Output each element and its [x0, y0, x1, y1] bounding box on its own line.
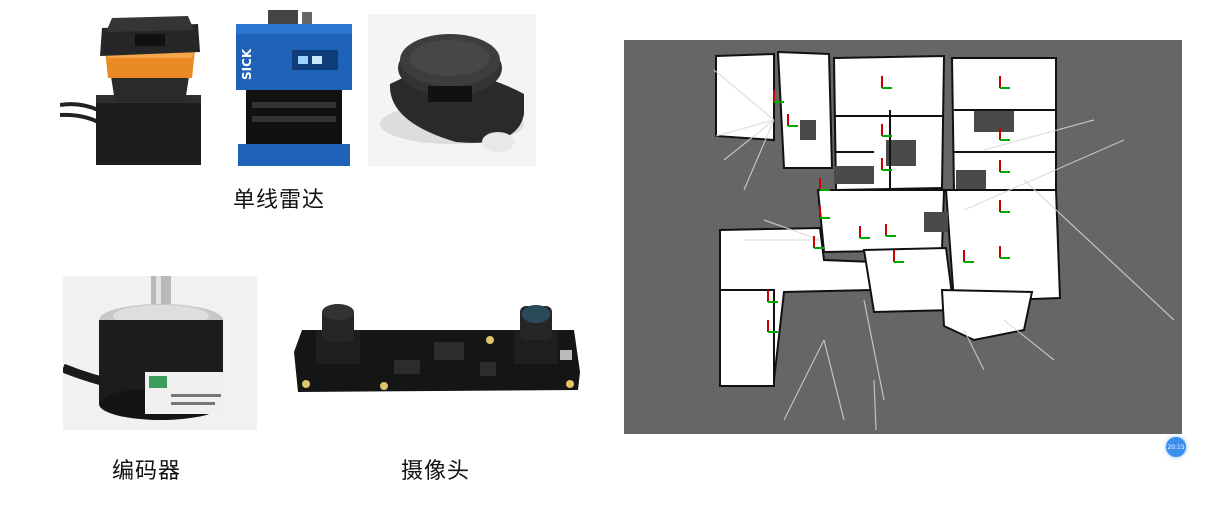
time-badge-text: 20:15 — [1167, 443, 1185, 451]
lidar-brand-label: SICK — [240, 48, 254, 80]
camera-image — [294, 300, 580, 408]
lidar-image-blue: SICK — [232, 10, 357, 170]
encoder-image — [63, 276, 257, 430]
time-badge[interactable]: 20:15 — [1166, 437, 1186, 457]
caption-lidar: 单线雷达 — [233, 188, 326, 213]
slam-map — [624, 40, 1182, 434]
lidar-image-round — [368, 14, 536, 166]
caption-encoder: 编码器 — [112, 459, 182, 484]
caption-camera: 摄像头 — [401, 459, 471, 484]
lidar-image-orange — [60, 10, 210, 170]
